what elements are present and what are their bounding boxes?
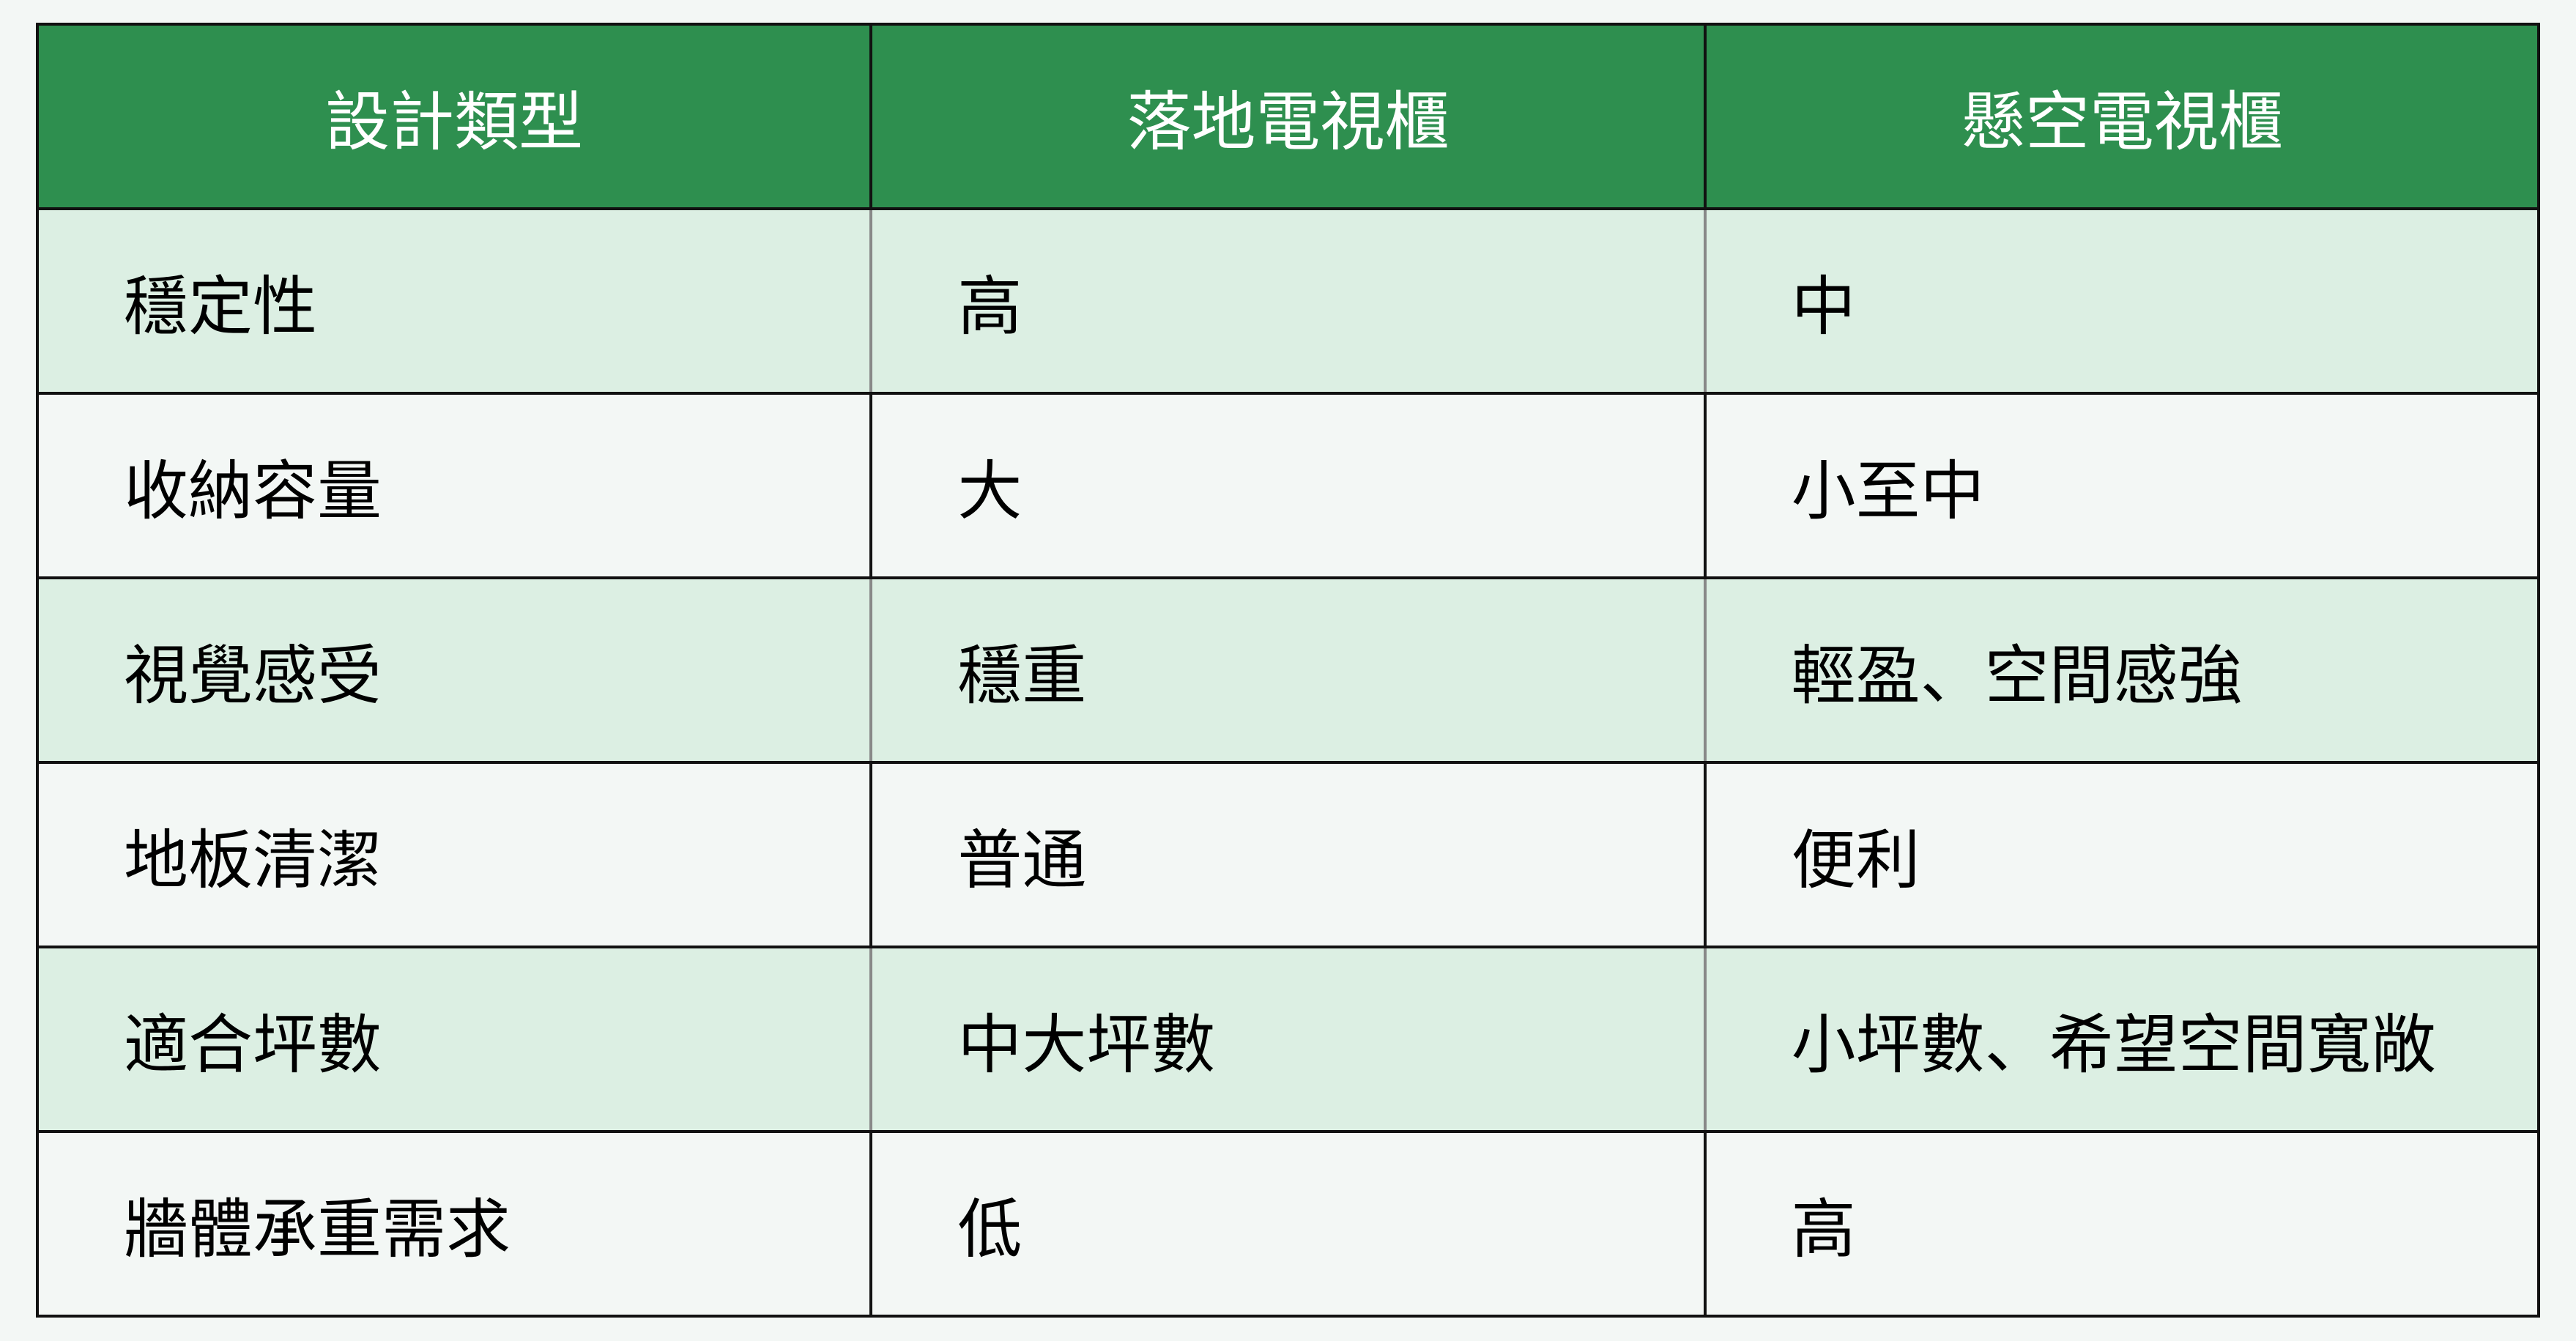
table-row: 穩定性 高 中 bbox=[35, 207, 2541, 395]
table-cell: 中大坪數 bbox=[869, 946, 1707, 1133]
table-cell: 低 bbox=[869, 1130, 1707, 1318]
table-cell: 大 bbox=[869, 392, 1707, 579]
header-cell: 落地電視櫃 bbox=[869, 23, 1707, 210]
table-cell: 地板清潔 bbox=[35, 761, 873, 948]
table-cell: 收納容量 bbox=[35, 392, 873, 579]
comparison-table: 設計類型 落地電視櫃 懸空電視櫃 穩定性 高 中 收納容量 大 小至中 視覺感受… bbox=[35, 23, 2541, 1318]
table-cell: 視覺感受 bbox=[35, 576, 873, 764]
header-cell: 設計類型 bbox=[35, 23, 873, 210]
table-cell: 小至中 bbox=[1703, 392, 2541, 579]
table-cell: 普通 bbox=[869, 761, 1707, 948]
table-row: 視覺感受 穩重 輕盈、空間感強 bbox=[35, 576, 2541, 764]
table-row: 牆體承重需求 低 高 bbox=[35, 1130, 2541, 1318]
table-cell: 小坪數、希望空間寬敞 bbox=[1703, 946, 2541, 1133]
table-row: 適合坪數 中大坪數 小坪數、希望空間寬敞 bbox=[35, 946, 2541, 1133]
table-cell: 輕盈、空間感強 bbox=[1703, 576, 2541, 764]
table-row: 收納容量 大 小至中 bbox=[35, 392, 2541, 579]
table-row: 地板清潔 普通 便利 bbox=[35, 761, 2541, 948]
header-cell: 懸空電視櫃 bbox=[1703, 23, 2541, 210]
table-cell: 便利 bbox=[1703, 761, 2541, 948]
table-cell: 穩定性 bbox=[35, 207, 873, 395]
table-cell: 穩重 bbox=[869, 576, 1707, 764]
table-cell: 牆體承重需求 bbox=[35, 1130, 873, 1318]
table-cell: 高 bbox=[869, 207, 1707, 395]
header-row: 設計類型 落地電視櫃 懸空電視櫃 bbox=[35, 23, 2541, 210]
table-cell: 適合坪數 bbox=[35, 946, 873, 1133]
table-cell: 高 bbox=[1703, 1130, 2541, 1318]
table-cell: 中 bbox=[1703, 207, 2541, 395]
